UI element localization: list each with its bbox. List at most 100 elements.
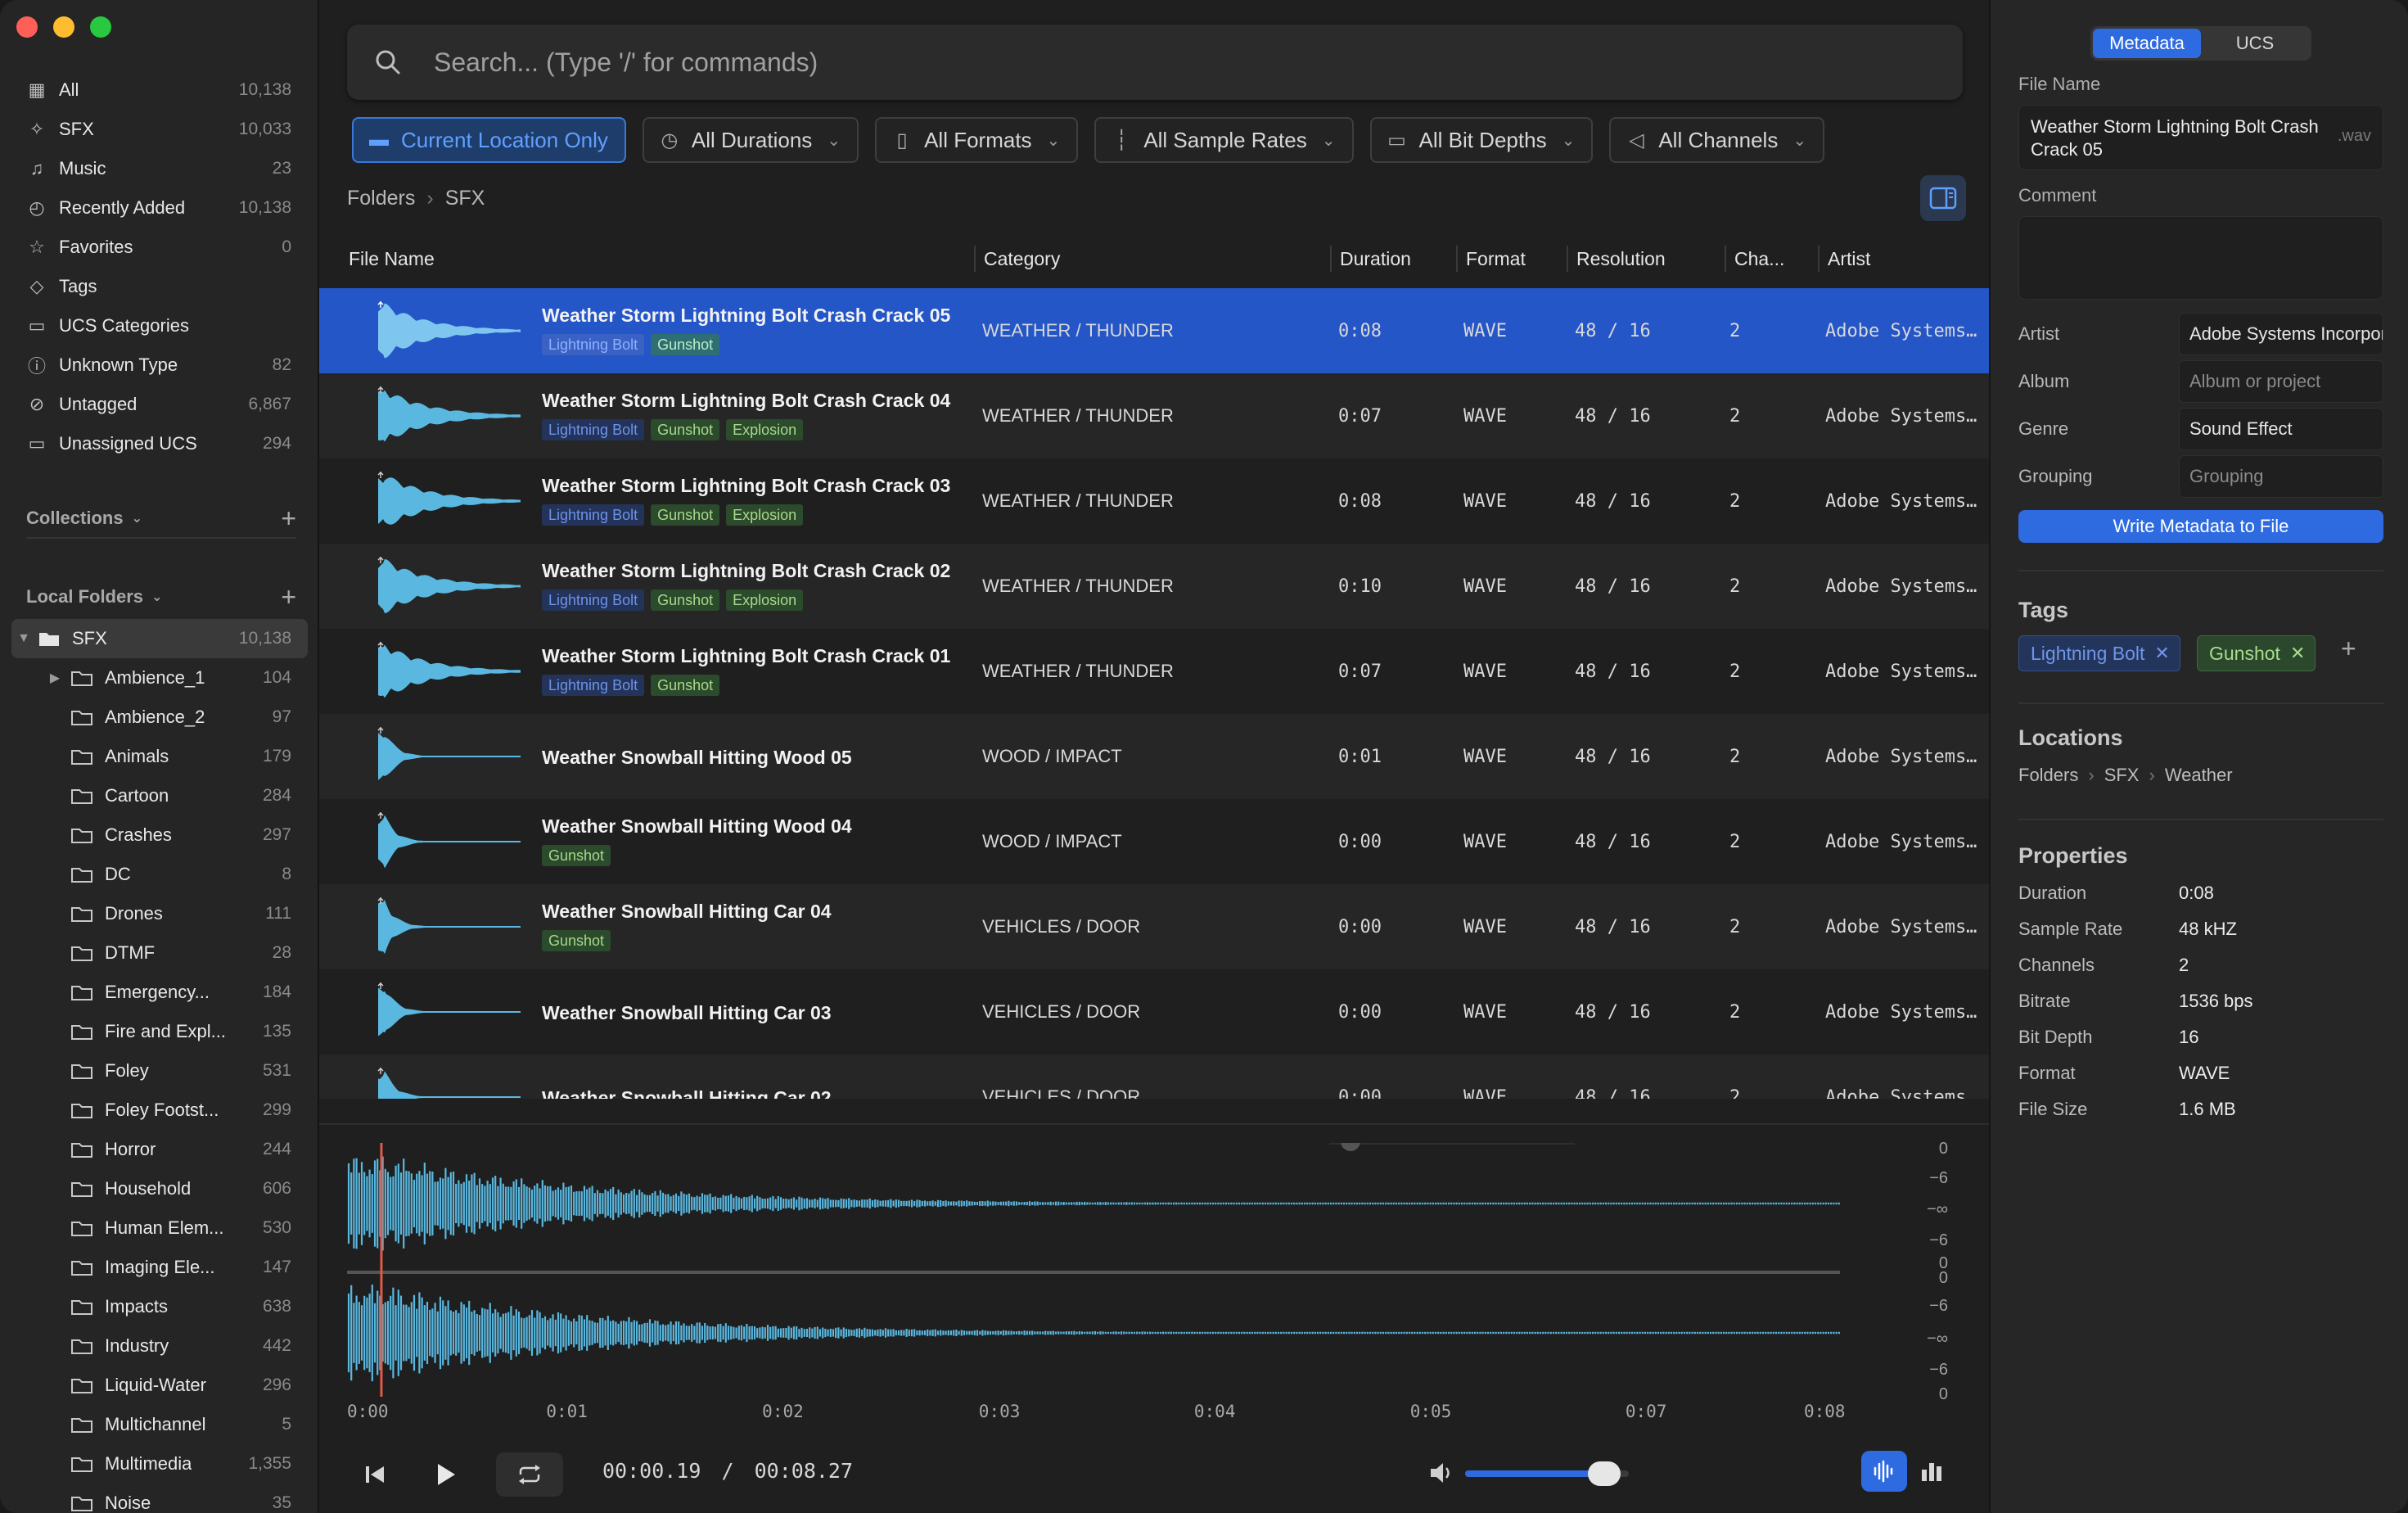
add-collection-button[interactable]: +: [281, 503, 296, 533]
folder-item[interactable]: Emergency... 184: [0, 973, 319, 1012]
skip-back-button[interactable]: [349, 1452, 401, 1497]
folder-label: Ambience_2: [105, 707, 205, 727]
location-folders[interactable]: Folders: [2018, 765, 2079, 785]
maximize-window-button[interactable]: [90, 16, 111, 38]
column-file-name[interactable]: File Name: [349, 247, 435, 269]
close-icon[interactable]: ✕: [2154, 643, 2170, 663]
column-format[interactable]: Format: [1456, 237, 1526, 280]
folder-item[interactable]: Human Elem... 530: [0, 1208, 319, 1248]
table-row[interactable]: Weather Storm Lightning Bolt Crash Crack…: [319, 458, 1989, 544]
folder-item[interactable]: Impacts 638: [0, 1287, 319, 1326]
genre-field[interactable]: [2179, 408, 2383, 450]
grouping-field[interactable]: [2179, 455, 2383, 498]
sidebar-item-untagged[interactable]: ⊘ Untagged 6,867: [0, 385, 319, 424]
tag-chip-lightning-bolt[interactable]: Lightning Bolt ✕: [2018, 635, 2180, 671]
folder-item[interactable]: DC 8: [0, 855, 319, 894]
write-metadata-button[interactable]: Write Metadata to File: [2018, 510, 2383, 543]
minimize-window-button[interactable]: [53, 16, 74, 38]
folder-item[interactable]: Foley Footst... 299: [0, 1091, 319, 1130]
folder-item[interactable]: Noise 35: [0, 1484, 319, 1513]
folder-item[interactable]: Industry 442: [0, 1326, 319, 1366]
column-artist[interactable]: Artist: [1817, 237, 1870, 280]
folder-item[interactable]: Imaging Ele... 147: [0, 1248, 319, 1287]
sidebar-item-unassigned-ucs[interactable]: ▭ Unassigned UCS 294: [0, 424, 319, 463]
add-tag-button[interactable]: +: [2341, 634, 2356, 663]
file-name-field[interactable]: Weather Storm Lightning Bolt Crash Crack…: [2018, 105, 2383, 170]
spectrum-view-button[interactable]: [1909, 1451, 1955, 1492]
overview-scrollbar[interactable]: [1329, 1143, 1575, 1151]
filter-all-channels[interactable]: ◁ All Channels ⌄: [1609, 117, 1825, 163]
folder-item[interactable]: Fire and Expl... 135: [0, 1012, 319, 1051]
folder-item[interactable]: Cartoon 284: [0, 776, 319, 815]
filter-label: All Bit Depths: [1418, 127, 1547, 152]
search-input[interactable]: [434, 47, 1825, 78]
tab-ucs[interactable]: UCS: [2235, 33, 2275, 53]
folder-item[interactable]: Crashes 297: [0, 815, 319, 855]
filter-all-sample-rates[interactable]: ┆ All Sample Rates ⌄: [1094, 117, 1354, 163]
close-icon[interactable]: ✕: [2289, 643, 2306, 663]
filter-current-location-only[interactable]: ▬ Current Location Only: [352, 117, 626, 163]
artist-field[interactable]: [2179, 313, 2383, 355]
filter-all-formats[interactable]: ▯ All Formats ⌄: [875, 117, 1079, 163]
folder-root-sfx[interactable]: ▼ SFX 10,138: [11, 619, 308, 658]
sidebar-item-music[interactable]: ♫ Music 23: [0, 149, 319, 188]
table-row[interactable]: Weather Snowball Hitting Wood 05 WOOD / I…: [319, 714, 1989, 799]
property-key: Duration: [2018, 883, 2087, 903]
column-duration[interactable]: Duration: [1330, 237, 1411, 280]
folder-item[interactable]: Multimedia 1,355: [0, 1444, 319, 1484]
breadcrumb-sfx[interactable]: SFX: [444, 187, 485, 210]
sidebar-item-ucs-categories[interactable]: ▭ UCS Categories: [0, 306, 319, 346]
waveform-viewer[interactable]: [347, 1143, 1840, 1397]
folder-item[interactable]: Multichannel 5: [0, 1405, 319, 1444]
folder-item[interactable]: DTMF 28: [0, 933, 319, 973]
sidebar-item-sfx[interactable]: ✧ SFX 10,033: [0, 110, 319, 149]
toggle-inspector-button[interactable]: [1920, 175, 1966, 221]
album-field[interactable]: [2179, 360, 2383, 403]
comment-field[interactable]: [2018, 216, 2383, 300]
disclosure-open-icon[interactable]: ▼: [17, 631, 30, 645]
table-row[interactable]: Weather Snowball Hitting Wood 04 Gunshot W…: [319, 799, 1989, 884]
sidebar-item-recently-added[interactable]: ◴ Recently Added 10,138: [0, 188, 319, 228]
sidebar-item-favorites[interactable]: ☆ Favorites 0: [0, 228, 319, 267]
folder-item[interactable]: Foley 531: [0, 1051, 319, 1091]
play-button[interactable]: [419, 1452, 471, 1497]
table-row[interactable]: Weather Snowball Hitting Car 04 Gunshot VE…: [319, 884, 1989, 969]
filter-all-durations[interactable]: ◷ All Durations ⌄: [642, 117, 859, 163]
local-folders-header[interactable]: Local Folders ⌄ +: [26, 580, 296, 613]
table-row[interactable]: Weather Storm Lightning Bolt Crash Crack…: [319, 288, 1989, 373]
close-window-button[interactable]: [16, 16, 38, 38]
table-row[interactable]: Weather Storm Lightning Bolt Crash Crack…: [319, 544, 1989, 629]
zoom-handle[interactable]: [1341, 1143, 1360, 1151]
table-row[interactable]: Weather Storm Lightning Bolt Crash Crack…: [319, 629, 1989, 714]
table-row[interactable]: Weather Storm Lightning Bolt Crash Crack…: [319, 373, 1989, 458]
location-sfx[interactable]: SFX: [2104, 765, 2140, 785]
folder-item[interactable]: Liquid-Water 296: [0, 1366, 319, 1405]
column-category[interactable]: Category: [973, 237, 1060, 280]
loop-button[interactable]: [496, 1452, 563, 1497]
tag-chip-gunshot[interactable]: Gunshot ✕: [2197, 635, 2316, 671]
folder-item[interactable]: Ambience_2 97: [0, 698, 319, 737]
folder-item[interactable]: Drones 111: [0, 894, 319, 933]
column-resolution[interactable]: Resolution: [1567, 237, 1666, 280]
table-row[interactable]: Weather Snowball Hitting Car 03 VEHICLES …: [319, 969, 1989, 1055]
disclosure-closed-icon[interactable]: ▶: [49, 671, 61, 685]
folder-item[interactable]: ▶ Ambience_1 104: [0, 658, 319, 698]
sidebar-item-all[interactable]: ▦ All 10,138: [0, 70, 319, 110]
table-row[interactable]: Weather Snowball Hitting Car 02 VEHICLES …: [319, 1055, 1989, 1099]
filter-all-bit-depths[interactable]: ▭ All Bit Depths ⌄: [1369, 117, 1594, 163]
location-weather[interactable]: Weather: [2164, 765, 2233, 785]
collections-header[interactable]: Collections ⌄ +: [26, 502, 296, 535]
sidebar-item-unknown-type[interactable]: ⓘ Unknown Type 82: [0, 346, 319, 385]
folder-item[interactable]: Household 606: [0, 1169, 319, 1208]
volume-slider-knob[interactable]: [1588, 1461, 1621, 1486]
volume-track[interactable]: [1465, 1461, 1629, 1486]
waveform-view-button[interactable]: [1861, 1451, 1907, 1492]
folder-item[interactable]: Horror 244: [0, 1130, 319, 1169]
sidebar-item-tags[interactable]: ◇ Tags: [0, 267, 319, 306]
row-category: WOOD / IMPACT: [982, 831, 1122, 851]
tab-metadata[interactable]: Metadata: [2093, 29, 2201, 58]
column-channels[interactable]: Cha...: [1724, 237, 1784, 280]
breadcrumb-folders[interactable]: Folders: [347, 187, 416, 210]
folder-item[interactable]: Animals 179: [0, 737, 319, 776]
add-folder-button[interactable]: +: [281, 581, 296, 612]
